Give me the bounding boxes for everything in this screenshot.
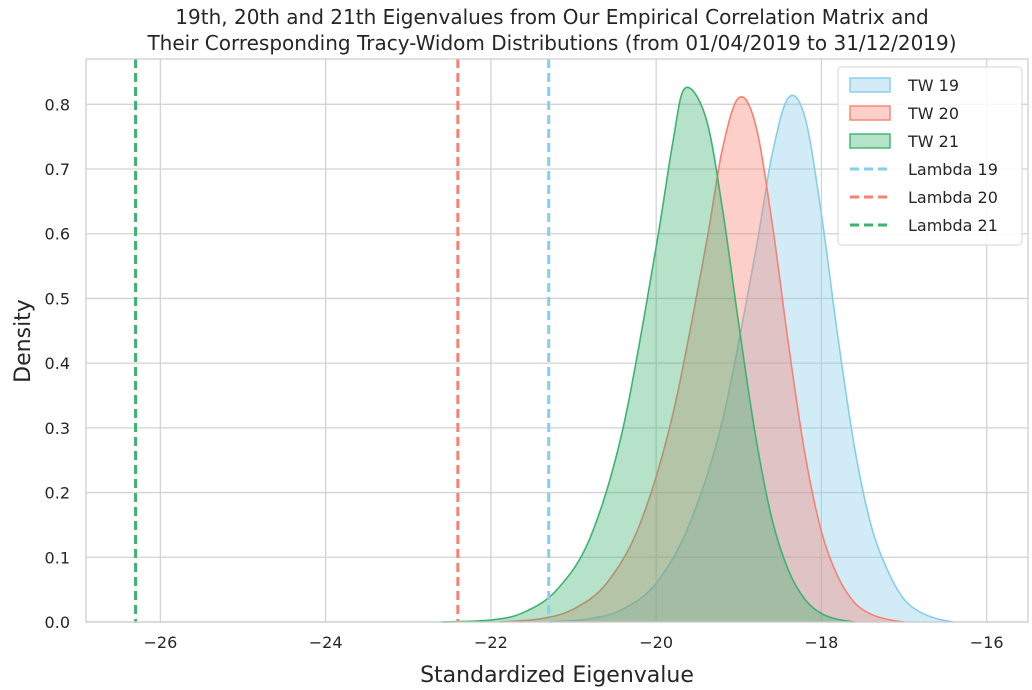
legend-swatch-tw-20 [849,105,891,121]
y-tick-label: 0.5 [45,289,70,308]
chart-title-line2: Their Corresponding Tracy-Widom Distribu… [146,31,956,55]
plot-frame [85,58,1029,623]
y-tick-label: 0.0 [45,613,70,632]
x-tick-label: −26 [143,633,177,652]
legend-label-tw-19: TW 19 [907,76,959,95]
eigenvalue-lines [134,59,551,622]
y-tick-label: 0.4 [45,354,70,373]
x-tick-label: −22 [474,633,508,652]
legend-swatch-tw-19 [849,77,891,93]
y-tick-label: 0.2 [45,484,70,503]
x-tick-label: −16 [970,633,1004,652]
density-area-tw-19 [548,95,954,622]
y-tick-label: 0.7 [45,160,70,179]
x-tick-labels: −26 −24 −22 −20 −18 −16 [143,633,1003,652]
chart-title-line1: 19th, 20th and 21th Eigenvalues from Our… [175,5,928,29]
legend-label-tw-20: TW 20 [907,104,959,123]
density-curve-tw-20 [499,96,905,623]
density-curve-tw-19 [548,94,954,623]
legend-label-lambda-21: Lambda 21 [908,216,998,235]
x-tick-label: −24 [309,633,343,652]
legend: TW 19 TW 20 TW 21 Lambda 19 Lambda 20 Lambda … [837,66,1023,246]
legend-label-lambda-19: Lambda 19 [908,160,998,179]
legend-swatch-tw-21 [849,133,891,149]
density-curve-tw-21 [441,86,855,623]
legend-label-tw-21: TW 21 [907,132,959,151]
density-area-tw-20 [499,96,905,623]
y-tick-label: 0.1 [45,548,70,567]
density-area-tw-21 [441,87,855,623]
legend-label-lambda-20: Lambda 20 [908,188,998,207]
y-tick-labels: 0.0 0.1 0.2 0.3 0.4 0.5 0.6 0.7 0.8 [45,95,70,632]
x-axis-label: Standardized Eigenvalue [420,663,694,688]
y-tick-label: 0.3 [45,419,70,438]
y-axis-label: Density [11,299,36,383]
density-areas [441,86,954,623]
y-tick-label: 0.8 [45,95,70,114]
x-tick-label: −20 [639,633,673,652]
x-tick-label: −18 [805,633,839,652]
y-tick-label: 0.6 [45,225,70,244]
legend-box [837,66,1023,246]
